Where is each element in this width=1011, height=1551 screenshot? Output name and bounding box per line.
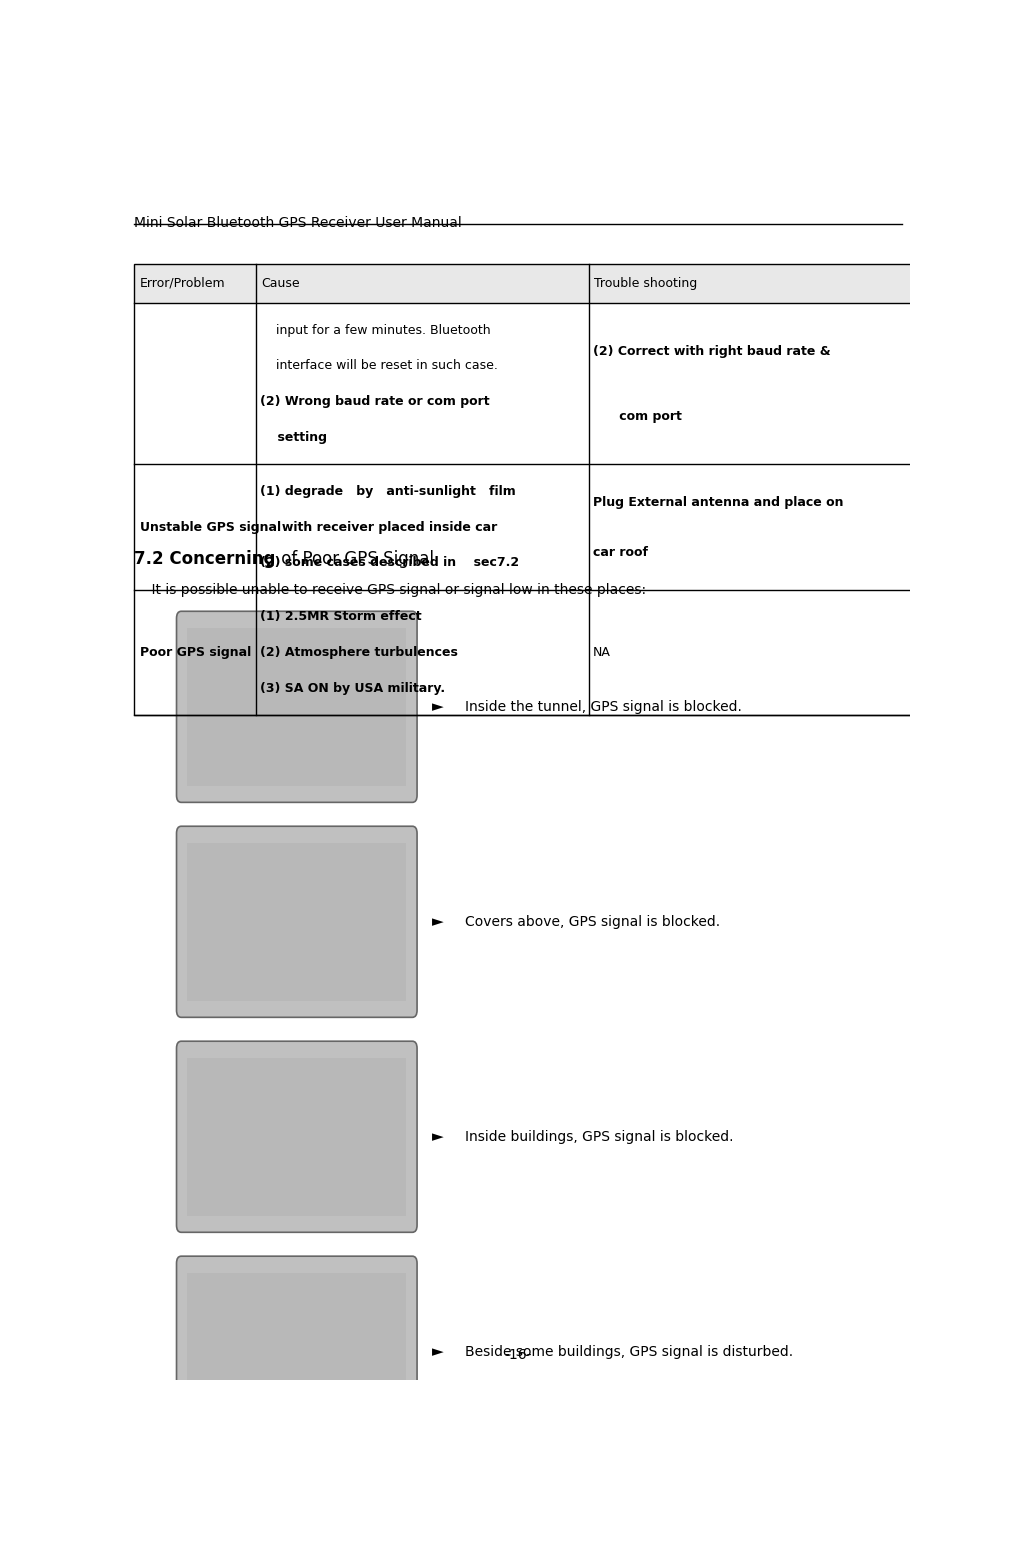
- Bar: [187, 842, 406, 1000]
- Text: (2) Wrong baud rate or com port: (2) Wrong baud rate or com port: [260, 396, 489, 408]
- Bar: [187, 628, 406, 786]
- Text: Beside some buildings, GPS signal is disturbed.: Beside some buildings, GPS signal is dis…: [465, 1345, 793, 1359]
- FancyBboxPatch shape: [177, 1256, 418, 1447]
- Text: Trouble shooting: Trouble shooting: [594, 278, 698, 290]
- Text: (2) Correct with right baud rate &: (2) Correct with right baud rate &: [592, 344, 830, 358]
- Text: ►: ►: [432, 1129, 444, 1145]
- Text: -16-: -16-: [504, 1348, 532, 1362]
- Text: Covers above, GPS signal is blocked.: Covers above, GPS signal is blocked.: [465, 915, 720, 929]
- Text: Plug External antenna and place on: Plug External antenna and place on: [592, 495, 843, 509]
- Text: Cause: Cause: [261, 278, 300, 290]
- Text: ►: ►: [432, 1345, 444, 1359]
- Text: NA: NA: [592, 645, 611, 659]
- Text: car roof: car roof: [592, 546, 648, 558]
- Bar: [134, 264, 918, 715]
- Text: Inside the tunnel, GPS signal is blocked.: Inside the tunnel, GPS signal is blocked…: [465, 700, 742, 713]
- Bar: [187, 1058, 406, 1216]
- Text: setting: setting: [260, 431, 327, 444]
- Text: input for a few minutes. Bluetooth: input for a few minutes. Bluetooth: [260, 324, 490, 337]
- Text: It is possible unable to receive GPS signal or signal low in these places:: It is possible unable to receive GPS sig…: [134, 583, 646, 597]
- Text: ►: ►: [432, 700, 444, 715]
- Text: Mini Solar Bluetooth GPS Receiver User Manual: Mini Solar Bluetooth GPS Receiver User M…: [134, 216, 462, 230]
- FancyBboxPatch shape: [177, 611, 418, 802]
- Text: Unstable GPS signal: Unstable GPS signal: [140, 521, 281, 534]
- Text: Poor GPS signal: Poor GPS signal: [140, 645, 251, 659]
- Bar: [187, 1273, 406, 1430]
- Text: interface will be reset in such case.: interface will be reset in such case.: [260, 360, 497, 372]
- Text: Error/Problem: Error/Problem: [140, 278, 225, 290]
- FancyBboxPatch shape: [177, 827, 418, 1017]
- Text: 7.2 Concerning: 7.2 Concerning: [134, 551, 276, 568]
- Text: ►: ►: [432, 914, 444, 929]
- Text: of Poor GPS Signal: of Poor GPS Signal: [276, 551, 434, 568]
- Text: com port: com port: [592, 409, 681, 422]
- Bar: [134, 264, 918, 302]
- Text: (2) some cases described in    sec7.2: (2) some cases described in sec7.2: [260, 557, 519, 569]
- Text: (2) Atmosphere turbulences: (2) Atmosphere turbulences: [260, 645, 457, 659]
- Text: (1) 2.5MR Storm effect: (1) 2.5MR Storm effect: [260, 610, 422, 624]
- FancyBboxPatch shape: [177, 1041, 418, 1233]
- Text: with receiver placed inside car: with receiver placed inside car: [260, 521, 496, 534]
- Text: Inside buildings, GPS signal is blocked.: Inside buildings, GPS signal is blocked.: [465, 1129, 733, 1143]
- Text: (1) degrade   by   anti-sunlight   film: (1) degrade by anti-sunlight film: [260, 485, 516, 498]
- Text: (3) SA ON by USA military.: (3) SA ON by USA military.: [260, 682, 445, 695]
